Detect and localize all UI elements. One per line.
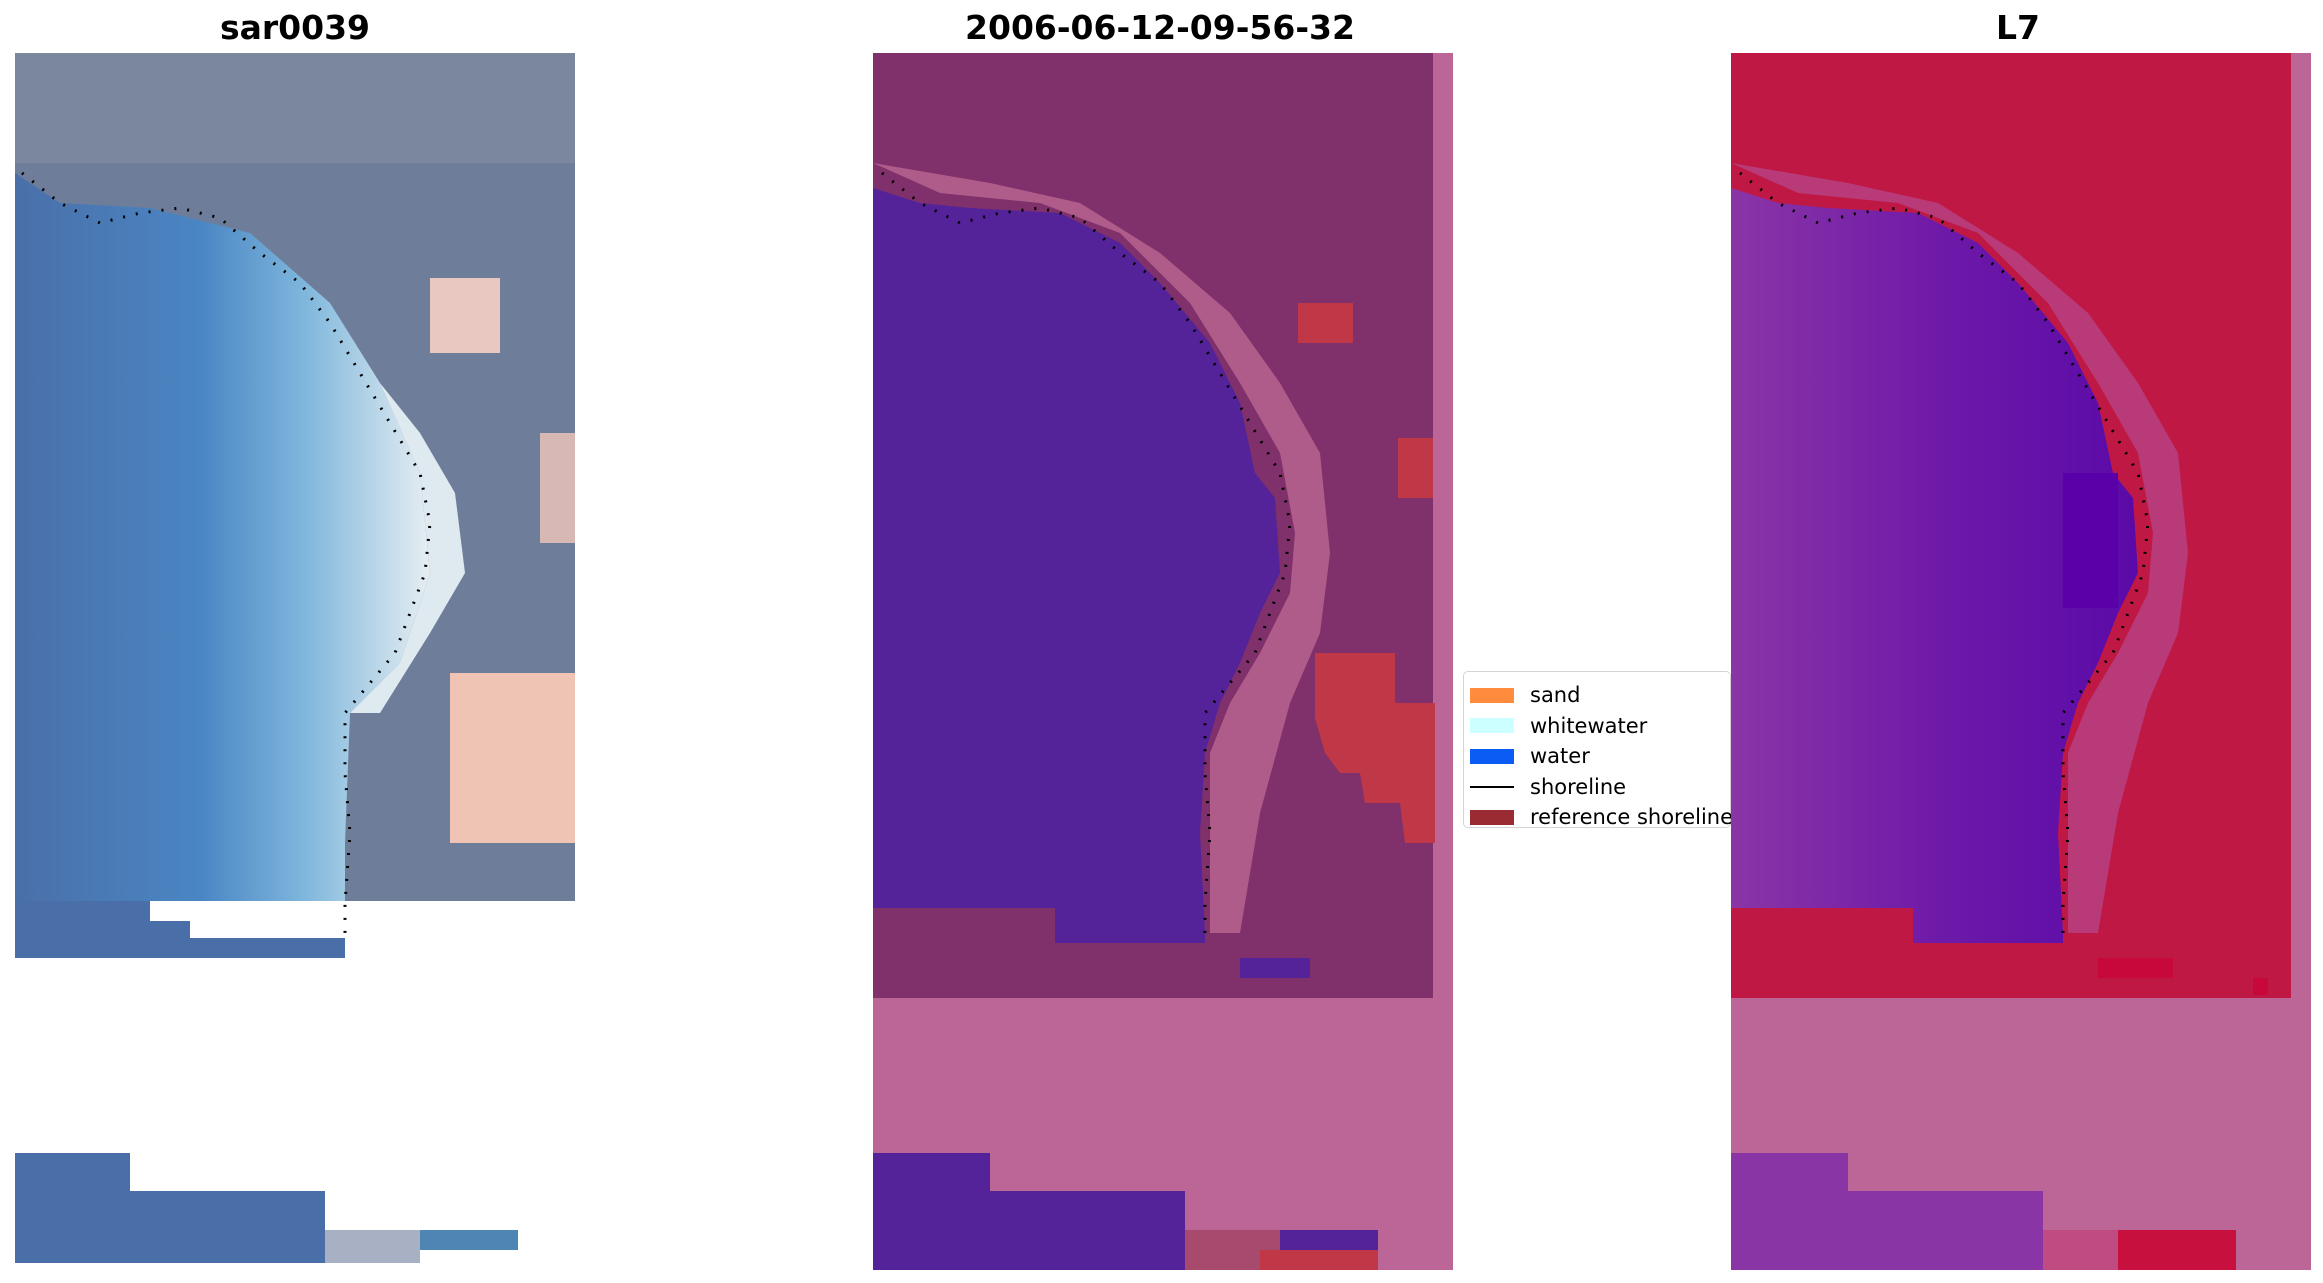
index-bottom-water <box>1731 1153 2043 1270</box>
index-image <box>1731 53 2311 1270</box>
legend-item-whitewater: whitewater <box>1464 711 1730 742</box>
whitewater-swatch <box>1470 718 1514 734</box>
sand-swatch <box>1470 687 1514 703</box>
rgb-bottom-blue <box>420 1230 518 1250</box>
rgb-image <box>15 53 575 1263</box>
class-bottom-water <box>873 1153 1185 1270</box>
rgb-water-body <box>15 173 430 988</box>
class-water-patch <box>1240 958 1310 978</box>
legend-label-reference-shoreline: reference shoreline <box>1530 805 1734 830</box>
rgb-water-lower <box>15 901 345 958</box>
index-land-edge <box>1731 163 2188 933</box>
index-panel-title: L7 <box>1996 8 2040 47</box>
legend-item-shoreline: shoreline <box>1464 772 1730 803</box>
index-bottom-red <box>2118 1230 2236 1270</box>
water-swatch <box>1470 748 1514 764</box>
class-sand-patch-1 <box>1298 303 1353 343</box>
rgb-surf-zone <box>350 383 465 713</box>
class-land-edge <box>873 163 1330 933</box>
rgb-panel-title: sar0039 <box>219 8 371 47</box>
legend-item-water: water <box>1464 741 1730 772</box>
rgb-land-top <box>15 53 575 163</box>
reference-shoreline-swatch <box>1470 809 1514 825</box>
index-dark-patch <box>2063 473 2118 608</box>
shoreline-swatch <box>1470 785 1514 788</box>
index-water-body <box>1731 188 2138 943</box>
rgb-bottom-water <box>15 1153 325 1230</box>
rgb-bottom-sand <box>325 1230 420 1263</box>
legend-label-whitewater: whitewater <box>1530 713 1648 738</box>
rgb-sand-patch-3 <box>540 433 575 543</box>
class-bottom-water-2 <box>1280 1230 1378 1250</box>
rgb-bottom-band <box>15 1230 325 1263</box>
legend-label-water: water <box>1530 744 1590 769</box>
index-red-strip <box>2098 958 2173 978</box>
class-water-body <box>873 188 1280 943</box>
legend-item-sand: sand <box>1464 680 1730 711</box>
legend-item-reference-shoreline: reference shoreline <box>1464 802 1734 833</box>
index-red-dot <box>2253 978 2268 995</box>
rgb-sand-patch-2 <box>450 673 575 843</box>
legend-label-shoreline: shoreline <box>1530 774 1627 799</box>
class-bottom-red <box>1260 1250 1378 1270</box>
classification-panel-title: 2006-06-12-09-56-32 <box>965 8 1355 47</box>
class-sand-patch-3 <box>1315 653 1435 843</box>
legend: sand whitewater water shoreline referenc… <box>1463 671 1733 829</box>
rgb-sand-patch-1 <box>430 278 500 353</box>
class-sand-patch-2 <box>1398 438 1433 498</box>
classification-image <box>873 53 1453 1270</box>
legend-label-sand: sand <box>1530 683 1581 708</box>
